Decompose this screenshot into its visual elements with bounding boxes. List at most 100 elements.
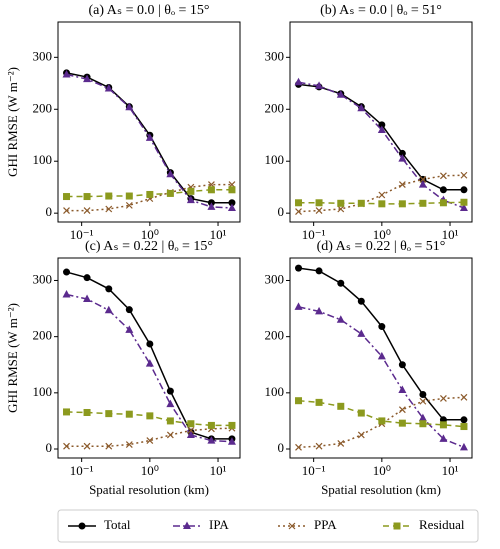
marker	[227, 203, 236, 211]
marker	[378, 323, 386, 331]
marker	[315, 207, 323, 214]
y-tick-label: 200	[265, 100, 285, 115]
marker	[295, 264, 303, 272]
x-tick-label: 10⁻¹	[302, 227, 326, 242]
marker	[337, 279, 345, 287]
marker	[460, 186, 468, 194]
series-line	[298, 83, 464, 191]
marker	[125, 201, 133, 209]
marker	[378, 200, 386, 208]
marker	[398, 200, 406, 208]
marker	[62, 290, 71, 298]
marker	[125, 192, 133, 200]
legend-marker	[393, 522, 401, 530]
marker	[439, 421, 447, 429]
marker	[146, 190, 154, 198]
marker	[398, 181, 406, 189]
marker	[105, 410, 113, 418]
marker	[62, 69, 71, 78]
y-tick-label: 300	[33, 271, 53, 286]
marker	[207, 186, 215, 194]
axes-frame	[289, 21, 473, 223]
marker	[63, 268, 71, 276]
marker	[357, 431, 365, 439]
x-tick-label: 10⁰	[373, 463, 391, 478]
marker	[460, 393, 468, 401]
marker	[336, 90, 345, 98]
y-tick-label: 300	[265, 271, 285, 286]
y-tick-label: 200	[265, 328, 285, 343]
marker	[357, 297, 365, 305]
x-tick-label: 10¹	[210, 227, 227, 242]
marker	[105, 192, 113, 200]
marker	[460, 198, 468, 206]
marker	[295, 208, 302, 216]
marker	[227, 437, 236, 445]
marker	[377, 125, 386, 134]
y-tick-label: 300	[265, 48, 285, 63]
y-tick-label: 0	[46, 204, 53, 219]
legend-marker	[183, 521, 191, 529]
marker	[377, 351, 386, 360]
marker	[83, 442, 91, 450]
y-tick-label: 0	[278, 440, 285, 455]
marker	[315, 267, 323, 275]
marker	[145, 359, 154, 367]
marker	[146, 340, 154, 348]
marker	[315, 442, 323, 450]
x-tick-label: 10¹	[442, 463, 459, 478]
marker	[315, 398, 323, 406]
marker	[315, 306, 324, 315]
marker	[166, 431, 174, 439]
marker	[125, 306, 133, 314]
marker	[105, 442, 113, 450]
y-axis-label: GHI RMSE (W m⁻²)	[5, 67, 20, 177]
y-tick-label: 100	[265, 384, 285, 399]
marker	[460, 171, 468, 179]
axes-frame	[57, 21, 241, 223]
y-tick-label: 0	[278, 204, 285, 219]
marker	[294, 302, 303, 310]
marker	[166, 169, 175, 178]
marker	[187, 427, 195, 434]
marker	[419, 397, 427, 405]
legend-box	[57, 509, 479, 543]
marker	[166, 417, 174, 425]
legend-label: IPA	[209, 517, 229, 532]
marker	[166, 399, 175, 408]
series-line	[298, 81, 465, 209]
y-tick-label: 0	[46, 440, 53, 455]
marker	[187, 187, 195, 195]
marker	[419, 420, 427, 428]
marker	[105, 205, 113, 213]
marker	[228, 199, 236, 207]
marker	[439, 172, 447, 180]
x-tick-label: 10⁻¹	[70, 227, 94, 242]
y-tick-label: 200	[33, 328, 53, 343]
marker	[63, 193, 71, 201]
marker	[295, 397, 303, 405]
marker	[186, 195, 195, 204]
marker	[337, 402, 345, 410]
legend-label: PPA	[314, 517, 337, 532]
marker	[166, 387, 174, 395]
panel-title: (b) Aₛ = 0.0 | θₒ = 51°	[320, 3, 442, 18]
marker	[83, 294, 92, 303]
x-tick-label: 10⁰	[141, 227, 159, 242]
marker	[419, 199, 427, 207]
marker	[63, 442, 70, 450]
marker	[357, 103, 366, 112]
marker	[104, 83, 113, 92]
series-line	[66, 293, 232, 443]
marker	[337, 205, 345, 213]
y-tick-label: 200	[33, 100, 53, 115]
marker	[419, 175, 427, 183]
marker	[439, 199, 447, 207]
series-line	[66, 183, 232, 212]
marker	[125, 441, 133, 448]
marker	[357, 329, 366, 337]
marker	[83, 207, 91, 214]
marker	[460, 423, 468, 431]
marker	[83, 193, 91, 201]
